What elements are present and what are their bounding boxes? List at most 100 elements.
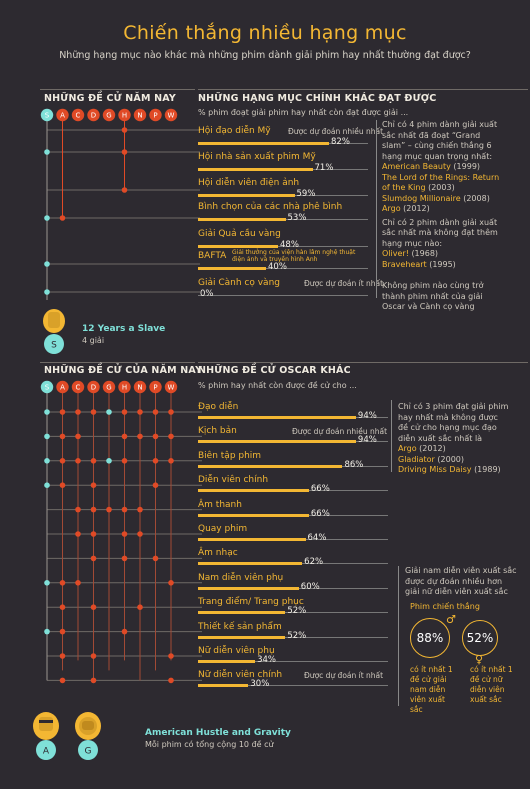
nominee-dot — [59, 215, 66, 221]
film-title: American Beauty — [382, 162, 454, 171]
category-bar — [198, 586, 299, 590]
nominee-dot — [59, 458, 66, 464]
predictor-label: Được dự đoán ít nhất — [304, 279, 384, 288]
nominee-dot — [44, 580, 50, 586]
note-bracket — [376, 120, 377, 298]
bar-track — [198, 636, 388, 638]
nominee-letter-circle — [102, 380, 116, 394]
film-entry: Oliver! (1968) — [382, 249, 504, 260]
film-title: Braveheart — [382, 259, 430, 269]
section1-right-heading: NHỮNG HẠNG MỤC CHÍNH KHÁC ĐẠT ĐƯỢC — [198, 93, 437, 104]
category-percent: 94% — [357, 435, 377, 446]
film-title: Argo — [398, 444, 420, 453]
category-bar — [198, 660, 256, 663]
category-percent: 48% — [280, 240, 299, 250]
category-name: Hội đạo diễn Mỹ — [198, 126, 271, 136]
category-percent: 66% — [310, 508, 330, 519]
nominee-dot — [137, 531, 143, 537]
nominee-dot — [75, 409, 81, 415]
category-name: Âm nhạc — [198, 548, 238, 559]
nominee-letter-circle — [87, 108, 100, 122]
nominee-letter: S — [45, 384, 50, 392]
nominee-dot — [137, 604, 143, 610]
category-percent: 71% — [314, 163, 334, 173]
film-title: Driving Miss Daisy — [398, 465, 475, 474]
nominee-dot — [168, 458, 174, 464]
bar-track — [198, 685, 388, 687]
nominee-dot — [90, 653, 97, 659]
note-text: Chỉ có 3 phim đạt giải phim hay nhất mà … — [398, 402, 509, 443]
category-bar — [198, 218, 286, 221]
section1-left-heading: NHỮNG ĐỀ CỬ NĂM NAY — [44, 93, 177, 104]
stat-male-circle: 88% — [410, 618, 450, 658]
category-percent: 40% — [268, 262, 287, 272]
predictor-label: Được dự đoán ít nhất — [304, 671, 384, 681]
film-year: (1989) — [474, 465, 501, 474]
category-name: Âm thanh — [198, 499, 242, 510]
svg-text:A: A — [43, 747, 50, 757]
nominee-letter: A — [60, 112, 65, 120]
female-symbol-icon: ♀ — [475, 653, 484, 666]
nominee-dot — [152, 409, 159, 415]
nominee-dot — [121, 149, 128, 155]
film-entry: American Beauty (1999) — [382, 162, 504, 173]
film-entry: Driving Miss Daisy (1989) — [398, 465, 510, 476]
nominee-dot — [44, 628, 50, 635]
film-entry: Argo (2012) — [382, 204, 504, 215]
category-bar — [198, 416, 356, 419]
nominee-letter-circle — [87, 380, 100, 394]
category-bar — [198, 538, 306, 541]
nominee-letter-circle — [164, 380, 178, 394]
category-name: Nữ diễn viên phụ — [198, 646, 275, 656]
section2-note-actor: Giải nam diễn viên xuất sắc được dự đoán… — [405, 566, 517, 596]
winner-sub: 4 giải — [82, 336, 105, 345]
nominee-letter: P — [153, 112, 157, 120]
page-subtitle: Những hạng mục nào khác mà những phim dà… — [59, 50, 471, 61]
nominee-letter-circle — [40, 380, 54, 394]
nominee-letter: W — [168, 112, 175, 120]
category-percent: 52% — [287, 606, 307, 617]
nominee-dot — [168, 433, 174, 440]
nominee-letter-circle — [118, 108, 131, 122]
film-title: Oliver! — [382, 249, 412, 258]
category-name: Giải Quả cầu vàng — [198, 229, 281, 239]
nominee-dot — [44, 482, 50, 488]
category-name: Đạo diễn — [198, 402, 239, 412]
nominee-dot — [152, 433, 159, 440]
category-bar — [198, 611, 286, 615]
nominee-dot — [44, 409, 50, 415]
note-bracket — [391, 400, 392, 472]
bar-track — [198, 612, 388, 614]
category-name: Giải Cành cọ vàng — [198, 278, 280, 288]
nominee-dot — [75, 506, 81, 513]
nominee-dot — [44, 433, 50, 440]
svg-text:G: G — [85, 747, 92, 757]
category-bar — [198, 267, 266, 270]
nominee-dot — [152, 482, 159, 488]
nominee-dot — [168, 580, 174, 586]
nominee-letter: G — [106, 384, 111, 392]
category-percent: 86% — [344, 459, 364, 470]
page-title: Chiến thắng nhiều hạng mục — [123, 22, 407, 44]
film-year: (1968) — [411, 249, 439, 258]
category-bar — [198, 245, 278, 248]
winner-title: American Hustle and Gravity — [145, 728, 291, 738]
nominee-letter: C — [76, 384, 81, 392]
nominee-dot — [90, 531, 97, 537]
film-year: (2000) — [437, 454, 464, 464]
category-percent: 0% — [200, 289, 214, 299]
oscar-statuettes-icon: A G — [33, 712, 101, 760]
nominee-letter-circle — [102, 108, 116, 122]
section2-intro: % phim hay nhất còn được đề cử cho ... — [198, 381, 357, 390]
nominee-letter-circle — [71, 108, 85, 122]
film-title: Slumdog Millionaire — [382, 193, 464, 203]
category-bar — [198, 194, 295, 197]
nominee-letter: N — [137, 112, 142, 120]
nominee-letter-circle — [71, 380, 85, 394]
nominee-letter: P — [153, 384, 157, 392]
divider — [198, 362, 528, 363]
nominee-dot — [168, 653, 174, 659]
section2-right-heading: NHỮNG ĐỀ CỬ OSCAR KHÁC — [198, 365, 351, 376]
